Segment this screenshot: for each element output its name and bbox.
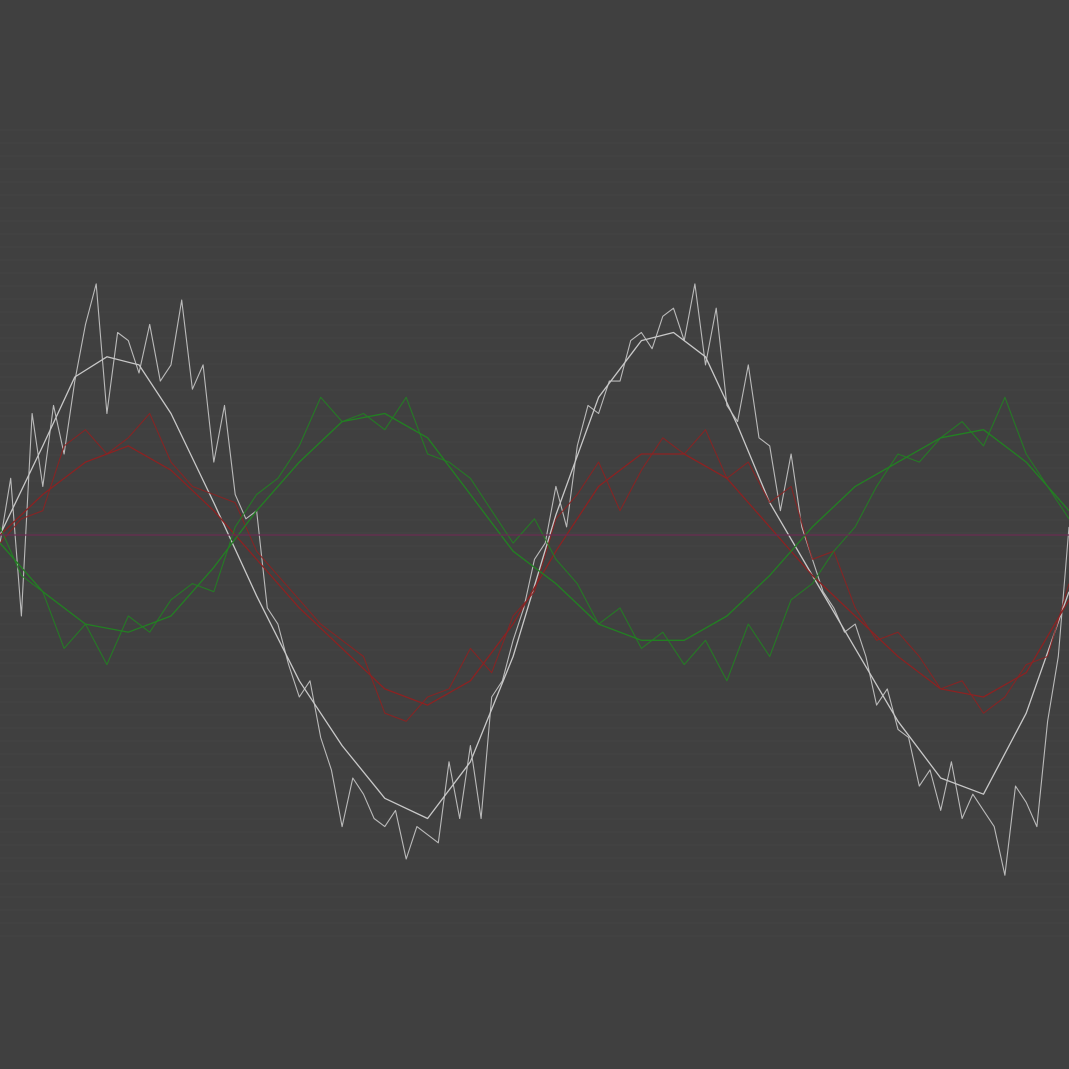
series-line-green-smooth (0, 412, 1069, 641)
series-line-red-noisy (0, 412, 1069, 722)
series-line-white-smooth (0, 331, 1069, 820)
grid-lines (0, 129, 1069, 937)
series-line-white-noisy (0, 283, 1069, 876)
series-line-red-smooth (0, 445, 1069, 706)
series-line-green-noisy (0, 396, 1069, 682)
series-lines (0, 283, 1069, 876)
